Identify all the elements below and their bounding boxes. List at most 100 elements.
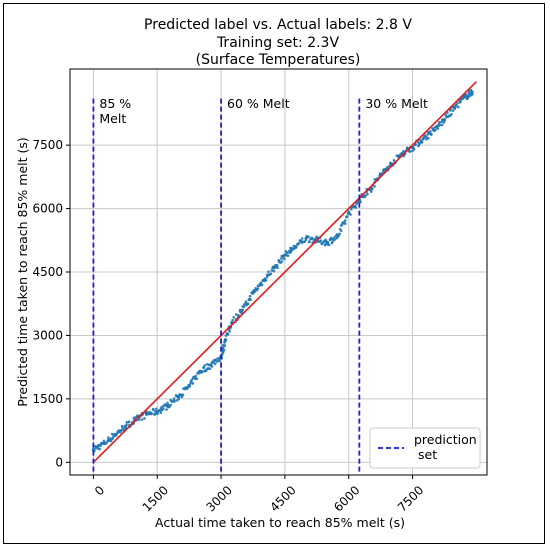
data-point-fill [420,141,424,144]
x-tick-label-3: 4500 [267,483,298,514]
vertical-marker-lines [92,98,361,475]
data-point-fill [265,276,269,279]
y-tick-label-2: 3000 [32,328,63,342]
data-point-fill [145,410,149,414]
data-point-fill [307,235,310,239]
data-point-fill [216,357,220,360]
data-point-fill [272,269,276,273]
data-point-fill [119,428,123,432]
data-point-fill [231,318,234,322]
data-point-fill [249,298,252,301]
vline-label-2: 30 % Melt [365,96,428,111]
data-point-fill [414,143,417,146]
data-point [240,308,244,312]
data-point-fill [286,254,290,257]
data-point-fill [218,359,221,363]
data-point-fill [165,408,168,411]
data-point-fill [276,266,279,270]
y-tick-label-5: 7500 [32,138,63,152]
data-point-fill [150,412,153,416]
x-tick-label-5: 7500 [395,483,426,514]
data-point-fill [160,405,163,409]
data-point [421,137,425,141]
data-point-fill [373,185,376,188]
data-point-fill [264,279,268,282]
x-axis-ticks: 0 1500 3000 4500 6000 7500 [92,475,426,515]
y-tick-label-1: 1500 [32,392,63,406]
data-point-fill [364,194,367,197]
data-point-fill [451,109,455,113]
data-point-fill [133,416,136,419]
data-point-fill [191,382,195,385]
data-point-fill [228,330,231,333]
data-point-fill [244,300,248,303]
chart-title-line-3: (Surface Temperatures) [196,52,361,68]
data-point-fill [102,439,106,443]
x-tick-label-1: 1500 [140,483,171,514]
data-point-fill [455,103,458,107]
data-point-fill [311,237,314,240]
data-point-fill [428,132,431,135]
data-point-fill [109,439,113,443]
data-point-fill [427,136,430,140]
scatter-points [91,88,474,453]
data-point-fill [213,362,217,366]
data-point-fill [143,417,146,420]
data-point-fill [152,408,155,412]
reference-line [92,81,477,463]
data-point-fill [208,367,212,371]
x-tick-label-2: 3000 [203,483,234,514]
data-point-fill [405,146,409,150]
y-tick-label-0: 0 [55,455,63,469]
x-tick-label-0: 0 [92,483,107,498]
data-point-fill [286,251,290,254]
data-point [272,266,276,270]
data-point [176,395,181,399]
data-point-fill [459,100,462,103]
data-point-fill [344,219,347,222]
data-point-fill [114,434,118,437]
data-point-fill [425,135,428,139]
data-point-fill [222,348,226,352]
data-point-fill [269,272,273,276]
data-point-fill [457,105,460,109]
legend-box [369,427,481,469]
y-tick-label-3: 4500 [32,265,63,279]
data-point-fill [226,332,230,336]
data-point-fill [256,287,260,290]
data-point-fill [440,123,444,127]
data-point [325,240,330,244]
data-point-fill [201,370,204,373]
data-point-fill [280,260,284,263]
data-point-fill [270,269,274,272]
data-point-fill [275,263,279,267]
data-point-fill [366,192,369,196]
data-point-fill [210,365,214,368]
data-point-fill [402,149,405,153]
data-point-fill [120,425,124,428]
data-point-fill [408,150,412,153]
data-point-fill [154,407,158,411]
data-point-fill [319,239,323,243]
data-point-fill [295,245,298,248]
data-point-fill [347,210,351,213]
data-point [470,90,474,94]
vline-label-1: 60 % Melt [227,96,290,111]
vertical-marker-labels: 85 % Melt 60 % Melt 30 % Melt [99,96,428,126]
data-point-fill [168,405,171,409]
data-point-fill [438,123,442,126]
data-point-fill [359,200,362,204]
data-point-fill [137,418,141,422]
legend: prediction set [369,427,481,469]
data-point-fill [159,411,163,415]
data-point-fill [202,366,205,370]
grid-lines [70,69,487,475]
data-point-fill [234,313,238,316]
x-axis-label: Actual time taken to reach 85% melt (s) [155,515,405,530]
data-point-fill [267,270,270,274]
x-tick-label-4: 6000 [331,483,362,514]
data-point-fill [343,222,347,225]
y-axis-ticks: 0 1500 3000 4500 6000 7500 [32,138,70,469]
legend-label-0: prediction set [414,432,477,462]
